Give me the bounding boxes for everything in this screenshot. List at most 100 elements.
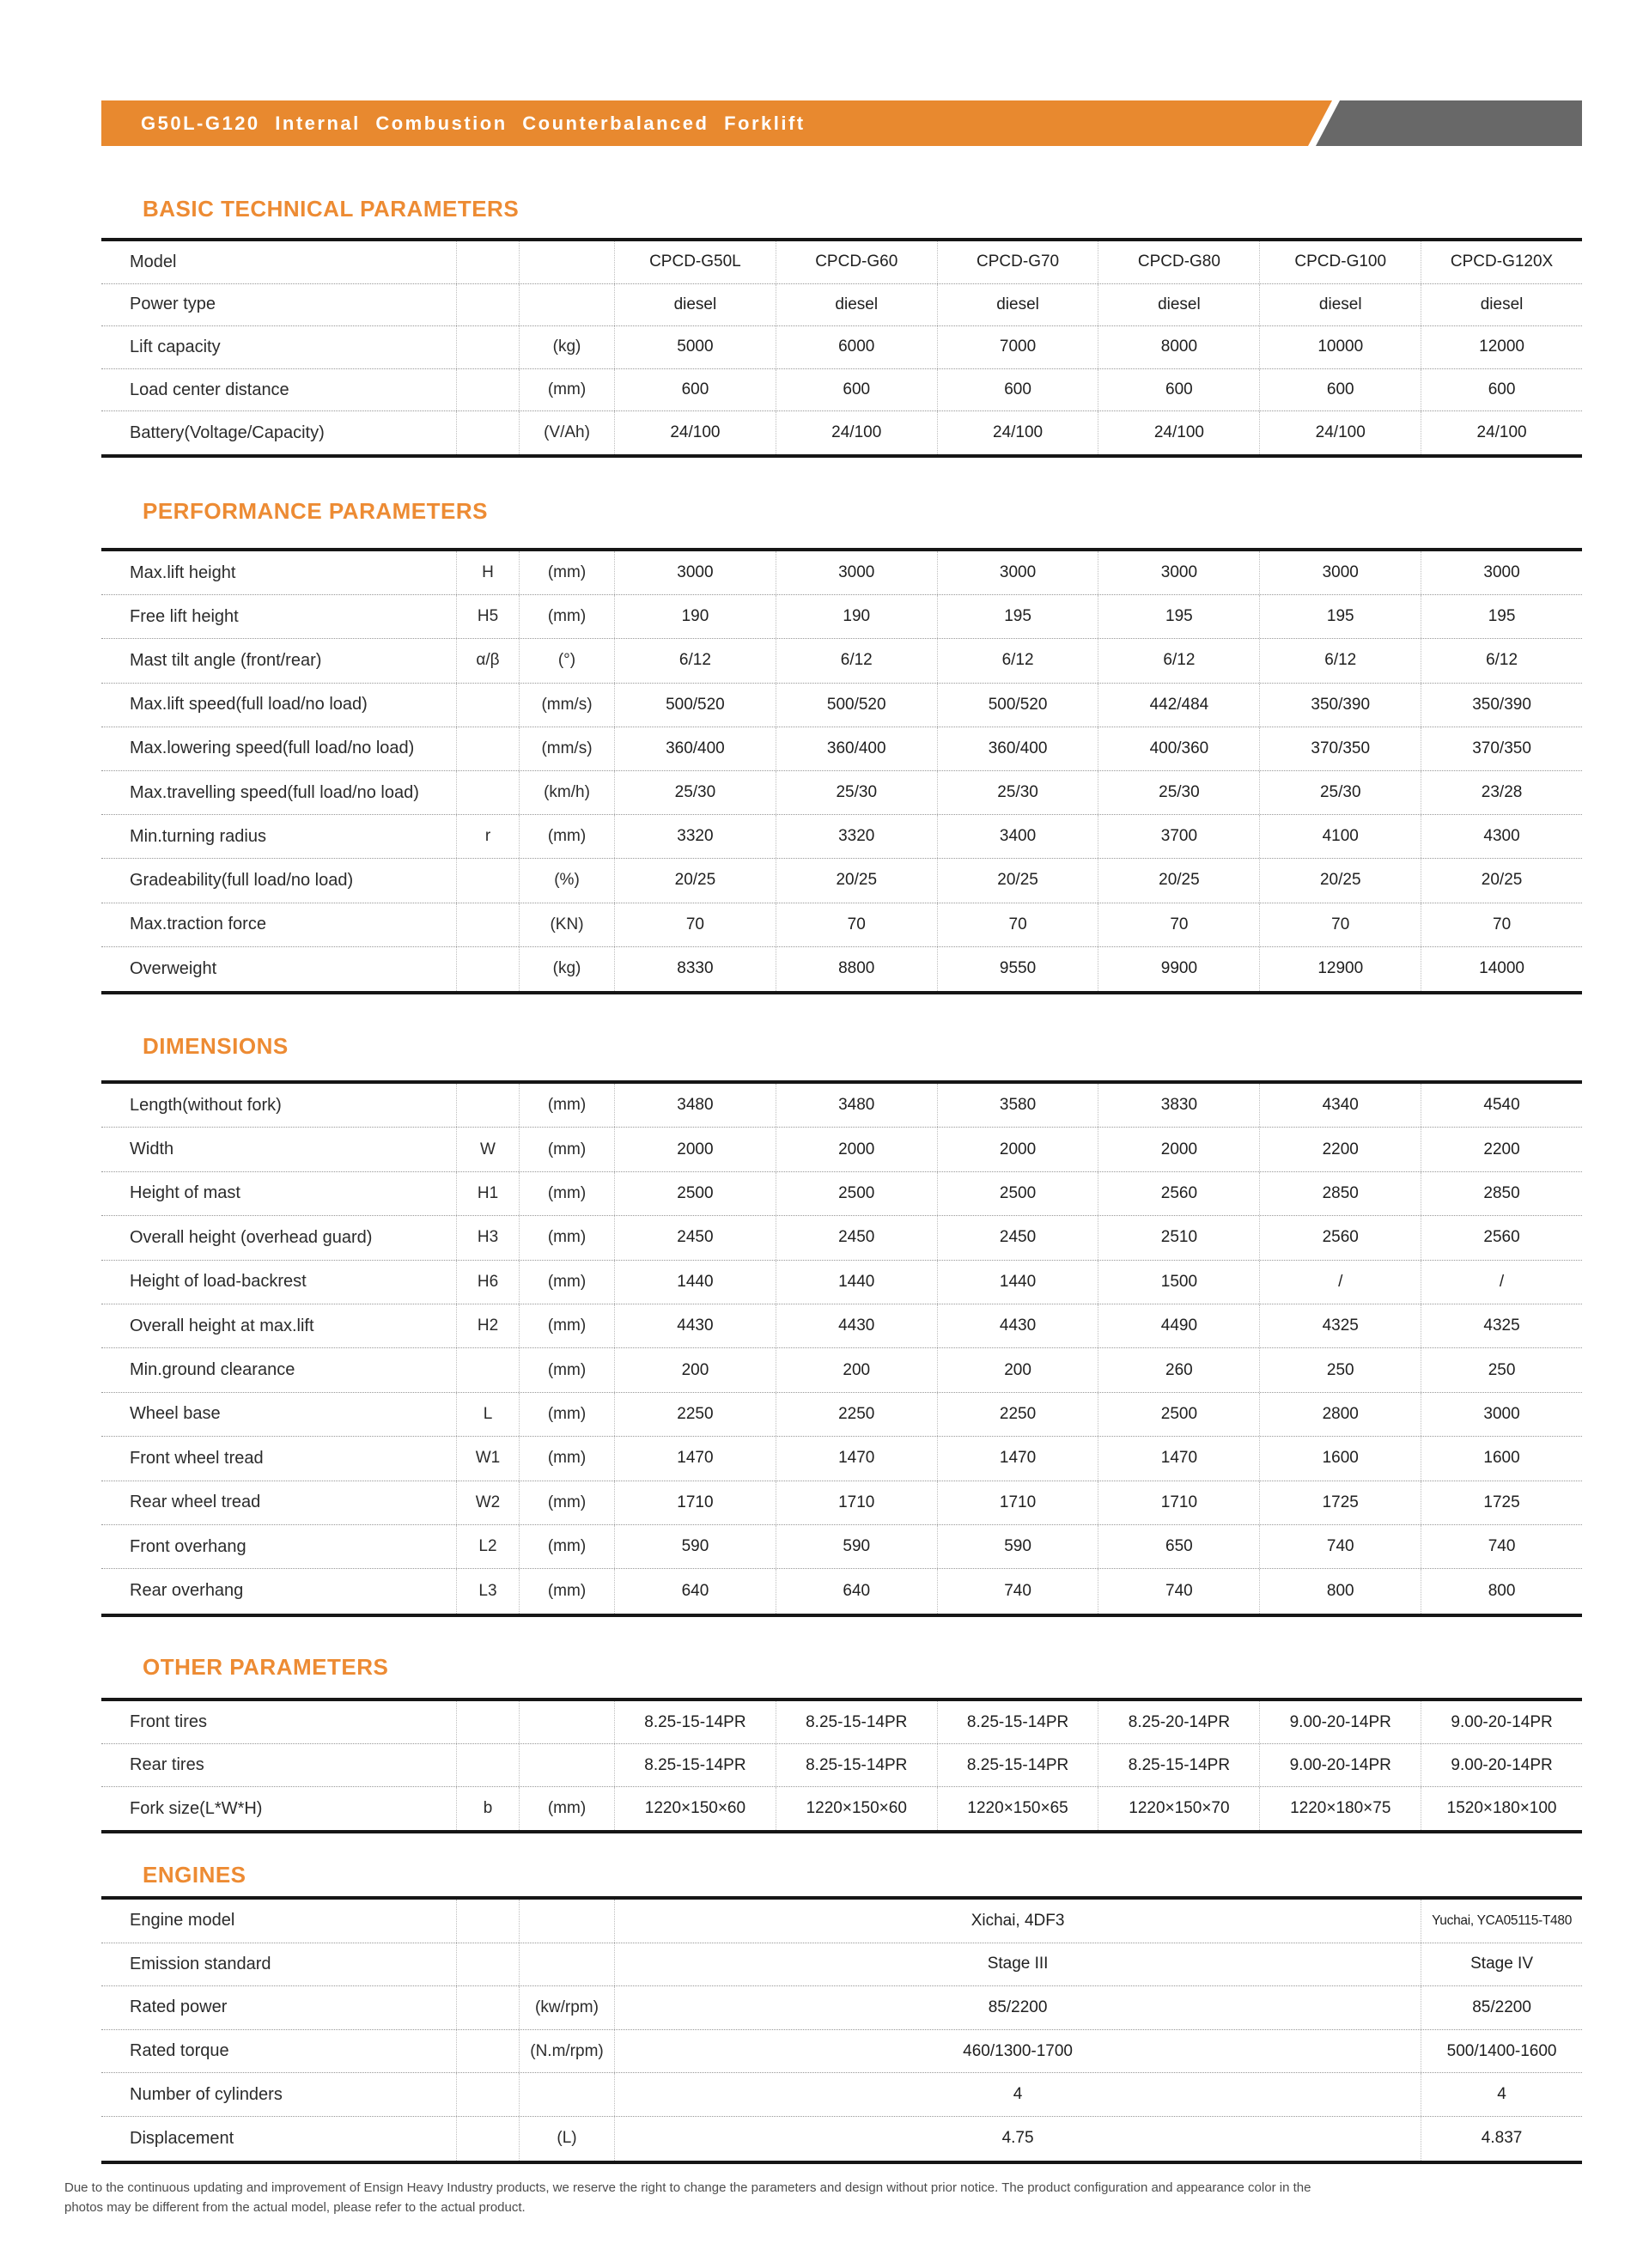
table-row: Rear wheel tread W2 (mm) 1710 1710 1710 1710 17… — [101, 1481, 1582, 1525]
row-label-cell: Min.turning radius — [130, 826, 266, 846]
value-cell: 260 — [1098, 1348, 1259, 1392]
value-cell: 9.00-20-14PR — [1259, 1744, 1421, 1786]
symbol-cell — [456, 241, 519, 283]
unit-cell: (mm) — [519, 1260, 614, 1304]
row-label-cell: Width — [130, 1140, 174, 1159]
value-cell: diesel — [1098, 283, 1259, 326]
value-cell: 600 — [1098, 368, 1259, 411]
row-label-cell: Max.lift speed(full load/no load) — [130, 695, 368, 714]
row-label-cell: Overall height (overhead guard) — [130, 1227, 373, 1247]
value-cell: 25/30 — [614, 770, 776, 815]
value-cell: 370/350 — [1421, 727, 1582, 770]
value-cell: 9.00-20-14PR — [1421, 1744, 1582, 1786]
unit-cell: (°) — [519, 639, 614, 683]
symbol-cell: H2 — [456, 1304, 519, 1348]
value-cell: 360/400 — [775, 727, 937, 770]
unit-cell — [519, 283, 614, 326]
value-cell: 2500 — [1098, 1392, 1259, 1437]
value-cell: 1220×150×60 — [614, 1787, 776, 1830]
symbol-cell — [456, 946, 519, 991]
table-row: Max.lift height H (mm) 3000 3000 3000 3000 3000… — [101, 551, 1582, 596]
value-cell: 3000 — [614, 551, 776, 595]
value-cell: 1710 — [936, 1481, 1098, 1524]
value-cell: 600 — [775, 368, 937, 411]
value-cell: 500/1400-1600 — [1421, 2029, 1582, 2073]
unit-cell: (mm) — [519, 1481, 614, 1524]
value-cell: 3000 — [775, 551, 937, 595]
performance-parameters-table: Max.lift height H (mm) 3000 3000 3000 3000 3000… — [101, 548, 1582, 994]
value-cell: 24/100 — [775, 411, 937, 454]
value-cell: 70 — [1098, 903, 1259, 946]
value-cell: 70 — [1421, 903, 1582, 946]
value-cell: 1725 — [1421, 1481, 1582, 1524]
table-row: Wheel base L (mm) 2250 2250 2250 2500 2800 3000 — [101, 1392, 1582, 1438]
row-label-cell: Lift capacity — [130, 337, 221, 356]
value-cell: 2000 — [614, 1128, 776, 1171]
section-title-basic: BASIC TECHNICAL PARAMETERS — [143, 196, 520, 222]
disclaimer-text: Due to the continuous updating and impro… — [64, 2178, 1610, 2217]
value-cell: 24/100 — [1421, 411, 1582, 454]
value-cell: CPCD-G120X — [1421, 241, 1582, 283]
value-cell: 8330 — [614, 946, 776, 991]
value-cell: 200 — [775, 1348, 937, 1392]
table-row: Max.travelling speed(full load/no load) (… — [101, 770, 1582, 816]
value-cell: 2200 — [1421, 1128, 1582, 1171]
table-row: Emission standard Stage III Stage IV — [101, 1943, 1582, 1987]
value-cell: 8000 — [1098, 326, 1259, 368]
symbol-cell: H — [456, 551, 519, 595]
value-cell: 24/100 — [936, 411, 1098, 454]
table-row: Overall height at max.lift H2 (mm) 4430 4430… — [101, 1304, 1582, 1349]
unit-cell: (kw/rpm) — [519, 1986, 614, 2029]
unit-cell: (mm) — [519, 1787, 614, 1830]
value-cell: 190 — [775, 595, 937, 639]
table-row: Model CPCD-G50L CPCD-G60 CPCD-G70 CPCD-G80 CP… — [101, 241, 1582, 284]
value-cell: 2560 — [1421, 1216, 1582, 1260]
value-cell: 4430 — [775, 1304, 937, 1348]
row-label-cell: Rear wheel tread — [130, 1493, 261, 1512]
unit-cell: (V/Ah) — [519, 411, 614, 454]
unit-cell: (mm/s) — [519, 683, 614, 727]
value-cell: 1220×180×75 — [1259, 1787, 1421, 1830]
value-cell: 10000 — [1259, 326, 1421, 368]
table-row: Overweight (kg) 8330 8800 9550 9900 12900 14000 — [101, 946, 1582, 991]
row-label-cell: Max.lowering speed(full load/no load) — [130, 739, 415, 758]
value-cell: CPCD-G60 — [775, 241, 937, 283]
value-cell: 350/390 — [1421, 683, 1582, 727]
section-title-dimensions: DIMENSIONS — [143, 1033, 289, 1059]
value-cell: 2000 — [1098, 1128, 1259, 1171]
value-cell: 1710 — [614, 1481, 776, 1524]
value-cell: Xichai, 4DF3 — [614, 1900, 1421, 1943]
table-row: Height of mast H1 (mm) 2500 2500 2500 2560 2850… — [101, 1171, 1582, 1217]
unit-cell: (mm) — [519, 1524, 614, 1569]
row-label-cell: Rated power — [130, 1997, 228, 2017]
value-cell: 250 — [1259, 1348, 1421, 1392]
value-cell: 2250 — [775, 1392, 937, 1437]
symbol-cell — [456, 1744, 519, 1786]
value-cell: 2500 — [775, 1171, 937, 1216]
symbol-cell — [456, 2073, 519, 2116]
symbol-cell: α/β — [456, 639, 519, 683]
value-cell: CPCD-G70 — [936, 241, 1098, 283]
value-cell: / — [1259, 1260, 1421, 1304]
value-cell: 4325 — [1259, 1304, 1421, 1348]
row-label-cell: Rear overhang — [130, 1581, 244, 1601]
unit-cell: (mm) — [519, 1128, 614, 1171]
value-cell: 3830 — [1098, 1084, 1259, 1128]
value-cell: 4 — [1421, 2073, 1582, 2116]
row-label-cell: Rated torque — [130, 2041, 229, 2061]
value-cell: 14000 — [1421, 946, 1582, 991]
value-cell: 4100 — [1259, 815, 1421, 859]
value-cell: 195 — [1259, 595, 1421, 639]
table-row: Min.ground clearance (mm) 200 200 200 260 250 2… — [101, 1348, 1582, 1393]
row-label-cell: Model — [130, 252, 177, 271]
table-row: Mast tilt angle (front/rear) α/β (°) 6/12 6/… — [101, 639, 1582, 684]
value-cell: 2200 — [1259, 1128, 1421, 1171]
value-cell: 3320 — [614, 815, 776, 859]
table-row: Front wheel tread W1 (mm) 1470 1470 1470 1470 1… — [101, 1437, 1582, 1481]
symbol-cell — [456, 283, 519, 326]
row-label-cell: Overall height at max.lift — [130, 1316, 314, 1335]
value-cell: 8.25-15-14PR — [614, 1744, 776, 1786]
basic-parameters-table: Model CPCD-G50L CPCD-G60 CPCD-G70 CPCD-G80 CP… — [101, 238, 1582, 458]
unit-cell: (mm) — [519, 1216, 614, 1260]
unit-cell: (mm) — [519, 1084, 614, 1128]
